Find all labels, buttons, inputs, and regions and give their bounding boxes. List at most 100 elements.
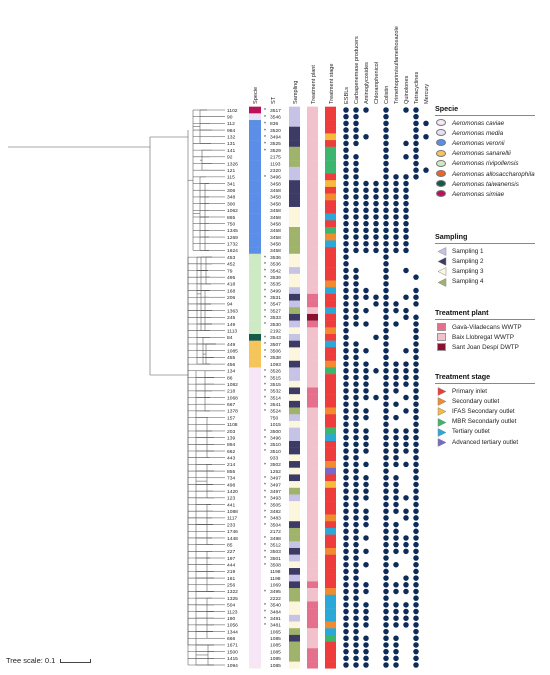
gene-dot <box>343 301 349 307</box>
novel-st-marker: * <box>264 275 266 281</box>
sampling-cell <box>289 608 300 616</box>
st-label: 3497 <box>270 476 281 482</box>
st-label: 1065 <box>270 629 281 635</box>
st-label: 1085 <box>270 643 281 649</box>
gene-dot <box>353 240 359 247</box>
isolate-label: 112 <box>227 121 235 127</box>
gene-dot <box>343 421 349 428</box>
st-label: 3482 <box>270 509 281 515</box>
gene-dot <box>343 588 349 595</box>
specie-cell <box>249 253 261 261</box>
gene-dot <box>353 588 359 595</box>
gene-dot <box>343 401 349 407</box>
gene-dot <box>413 434 419 441</box>
specie-cell <box>249 414 261 422</box>
gene-dot <box>383 274 389 280</box>
gene-dot <box>353 441 359 448</box>
treatment-stage-cell <box>325 474 336 482</box>
sampling-cell <box>289 474 300 482</box>
sampling-cell <box>289 661 300 669</box>
gene-dot <box>413 441 419 448</box>
gene-dot <box>353 434 359 441</box>
isolate-label: 121 <box>227 168 235 174</box>
gene-dot <box>383 448 389 454</box>
gene-dot <box>413 568 419 575</box>
specie-cell <box>249 173 261 181</box>
treatment-plant-cell <box>307 440 318 448</box>
treatment-stage-cell <box>325 253 336 261</box>
gene-dot <box>413 655 419 662</box>
specie-cell <box>249 628 261 636</box>
novel-st-marker: * <box>264 536 266 542</box>
gene-dot <box>383 321 389 327</box>
gene-dot <box>383 608 389 615</box>
treatment-stage-cell <box>325 113 336 121</box>
treatment-stage-cell <box>325 634 336 642</box>
isolate-label: 1269 <box>227 235 238 241</box>
treatment-stage-cell <box>325 280 336 288</box>
gene-dot <box>383 354 389 361</box>
sampling-cell <box>289 440 300 448</box>
gene-dot <box>413 394 419 401</box>
treatment-stage-cell <box>325 126 336 134</box>
circle-swatch-icon <box>435 119 448 128</box>
gene-dot <box>403 548 409 555</box>
treatment-stage-cell <box>325 654 336 662</box>
legend-stage-item: MBR Secondarly outlet <box>435 417 535 427</box>
gene-dot <box>383 147 389 153</box>
specie-cell <box>249 206 261 214</box>
gene-dot <box>353 174 359 180</box>
gene-dot <box>343 628 349 635</box>
isolate-label: 452 <box>227 262 235 268</box>
triangle-left-icon <box>435 267 448 277</box>
gene-dot <box>423 120 429 127</box>
st-label: 2222 <box>270 596 281 602</box>
gene-dot <box>363 635 369 642</box>
treatment-stage-cell <box>325 300 336 308</box>
novel-st-marker: * <box>264 496 266 502</box>
gene-dot <box>363 394 369 401</box>
st-label: 3458 <box>270 181 281 187</box>
st-label: 750 <box>270 415 278 421</box>
sampling-cell <box>289 120 300 127</box>
treatment-stage-cell <box>325 206 336 214</box>
legend-plant-item: Sant Joan Despí DWTP <box>435 342 535 352</box>
header-gene: Trimethoprim/sulfamethoxazole <box>394 26 400 104</box>
st-label: 3502 <box>270 462 281 468</box>
treatment-stage-cell <box>325 427 336 435</box>
isolate-label: 86 <box>227 375 233 381</box>
isolate-labels: 1102 * 3517 90 * 3546 112 * 836 984 * 3520 132 * 3494 1… <box>227 108 281 669</box>
specie-cell <box>249 394 261 402</box>
gene-dot <box>363 180 369 187</box>
gene-dot <box>343 194 349 200</box>
gene-dot <box>383 341 389 347</box>
st-label: 3501 <box>270 556 281 562</box>
legend-stage-label: Tertiary outlet <box>452 428 490 436</box>
gene-dot <box>353 428 359 434</box>
isolate-label: 157 <box>227 415 235 421</box>
isolate-label: 197 <box>227 556 235 562</box>
gene-dot <box>353 294 359 300</box>
specie-cell <box>249 267 261 275</box>
sampling-cell <box>289 568 300 575</box>
gene-dot <box>353 394 359 401</box>
gene-dot <box>363 582 369 588</box>
specie-cell <box>249 367 261 375</box>
treatment-stage-cell <box>325 193 336 201</box>
gene-dot <box>393 454 399 461</box>
gene-dot <box>393 240 399 247</box>
gene-dot <box>343 107 349 113</box>
st-label: 3536 <box>270 262 281 268</box>
gene-dot <box>413 334 419 341</box>
gene-dot <box>363 107 369 113</box>
legend-stage-label: MBR Secondarly outlet <box>452 418 517 426</box>
isolate-label: 441 <box>227 502 235 508</box>
treatment-stage-cell <box>325 334 336 341</box>
st-label: 3500 <box>270 429 281 435</box>
specie-cell <box>249 581 261 589</box>
isolate-label: 348 <box>227 195 235 201</box>
novel-st-marker: * <box>264 556 266 562</box>
gene-dot <box>363 475 369 481</box>
specie-cell <box>249 494 261 502</box>
gene-dot <box>403 535 409 541</box>
